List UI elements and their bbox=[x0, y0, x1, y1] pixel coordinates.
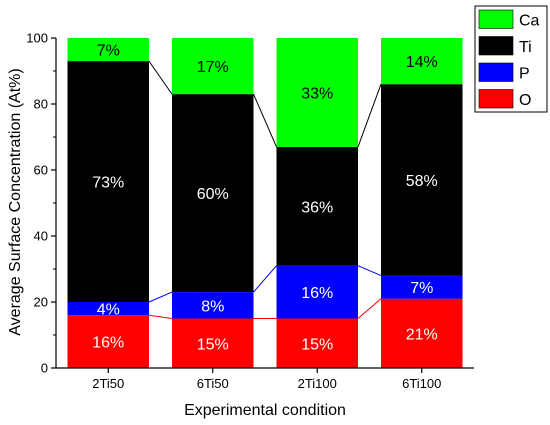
data-label-ti-6ti100: 58% bbox=[406, 173, 438, 190]
data-label-ca-2ti100: 33% bbox=[301, 85, 333, 102]
legend-label-p: P bbox=[519, 65, 530, 82]
legend: Ca Ti PO bbox=[474, 5, 548, 113]
connector-ti-2 bbox=[357, 84, 382, 148]
y-tick-label-60: 60 bbox=[34, 163, 48, 178]
data-label-o-2ti50: 16% bbox=[92, 335, 124, 352]
data-label-o-6ti50: 15% bbox=[197, 336, 229, 353]
bar-segment-ti-6ti100 bbox=[381, 84, 463, 276]
x-tick-label-6ti100: 6Ti100 bbox=[402, 376, 441, 391]
legend-label-o: O bbox=[519, 92, 531, 109]
bar-segment-o-6ti100 bbox=[381, 298, 463, 368]
data-label-p-2ti50: 4% bbox=[97, 302, 120, 319]
bar-segment-o-2ti100 bbox=[276, 318, 359, 368]
connector-p-1 bbox=[253, 265, 277, 293]
connector-o-2 bbox=[357, 298, 382, 319]
legend-swatch-ti bbox=[478, 36, 514, 56]
bar-segment-p-2ti50 bbox=[67, 302, 150, 316]
connector-p-2 bbox=[357, 265, 382, 277]
bar-segment-ca-6ti100 bbox=[381, 38, 463, 85]
bar-segment-p-6ti50 bbox=[172, 292, 254, 319]
data-label-ti-2ti100: 36% bbox=[301, 199, 333, 216]
data-label-p-6ti50: 8% bbox=[201, 298, 224, 315]
bars-layer bbox=[67, 38, 463, 368]
y-tick-label-0: 0 bbox=[41, 361, 48, 376]
bar-labels-layer: 16% 4% 73% 7% 15% 8% 60% 17% 15% 16% 36% 33% 21% 7% 58… bbox=[92, 43, 438, 354]
x-tick-label-2ti50: 2Ti50 bbox=[92, 376, 124, 391]
y-axis-label: Average Surface Concentration (At%) bbox=[7, 68, 24, 335]
data-label-ca-6ti100: 14% bbox=[406, 54, 438, 71]
bar-segment-ti-2ti100 bbox=[276, 146, 359, 266]
bar-segment-ca-6ti50 bbox=[172, 38, 254, 95]
legend-label-ca: Ca bbox=[519, 12, 540, 29]
x-axis-label: Experimental condition bbox=[184, 402, 346, 419]
connector-ti-0 bbox=[148, 60, 173, 95]
data-label-ca-6ti50: 17% bbox=[197, 59, 229, 76]
connector-o-0 bbox=[148, 314, 173, 319]
legend-swatch-ca bbox=[478, 9, 514, 29]
bar-segment-ca-2ti100 bbox=[276, 38, 359, 147]
bar-segment-ti-6ti50 bbox=[172, 94, 254, 293]
data-label-o-6ti100: 21% bbox=[406, 326, 438, 343]
bar-segment-o-2ti50 bbox=[67, 315, 150, 368]
x-tick-label-6ti50: 6Ti50 bbox=[197, 376, 229, 391]
legend-swatch-p bbox=[478, 62, 514, 82]
legend-label-ti: Ti bbox=[519, 39, 532, 56]
y-tick-label-20: 20 bbox=[34, 295, 48, 310]
axes: 0 20 40 60 80 100 2Ti50 6Ti50 2Ti100 6Ti100 bbox=[26, 31, 474, 391]
data-label-p-6ti100: 7% bbox=[410, 280, 433, 297]
bar-segment-ti-2ti50 bbox=[67, 61, 150, 302]
data-label-ti-2ti50: 73% bbox=[92, 175, 124, 192]
bar-segment-ca-2ti50 bbox=[67, 38, 150, 62]
bar-segment-o-6ti50 bbox=[172, 318, 254, 368]
data-label-o-2ti100: 15% bbox=[301, 336, 333, 353]
bar-segment-p-2ti100 bbox=[276, 265, 359, 319]
connector-ti-1 bbox=[253, 93, 277, 148]
connector-p-0 bbox=[148, 291, 173, 303]
y-tick-label-100: 100 bbox=[26, 31, 48, 46]
data-label-p-2ti100: 16% bbox=[301, 285, 333, 302]
connector-lines bbox=[148, 60, 382, 319]
y-tick-label-40: 40 bbox=[34, 229, 48, 244]
data-label-ti-6ti50: 60% bbox=[197, 186, 229, 203]
y-tick-label-80: 80 bbox=[34, 97, 48, 112]
legend-swatch-o bbox=[478, 89, 514, 109]
bar-segment-p-6ti100 bbox=[381, 275, 463, 299]
x-tick-label-2ti100: 2Ti100 bbox=[298, 376, 337, 391]
data-label-ca-2ti50: 7% bbox=[97, 43, 120, 60]
